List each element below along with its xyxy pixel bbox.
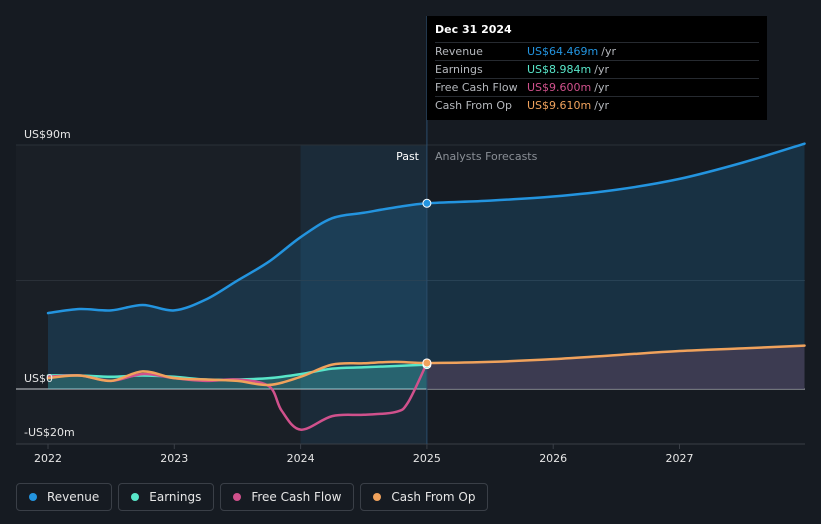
tooltip-value: US$9.600m — [527, 81, 592, 94]
tooltip-label: Revenue — [435, 45, 483, 58]
tooltip-label: Cash From Op — [435, 99, 513, 112]
legend-dot-icon — [131, 493, 140, 501]
tooltip-label: Free Cash Flow — [435, 81, 518, 94]
x-tick-label: 2027 — [666, 452, 694, 465]
forecast-label: Analysts Forecasts — [435, 150, 538, 163]
tooltip-unit: /yr — [601, 45, 616, 58]
y-tick-label: US$90m — [24, 128, 71, 141]
y-tick-label: -US$20m — [24, 426, 75, 439]
x-tick-label: 2024 — [287, 452, 315, 465]
past-label: Past — [396, 150, 420, 163]
area-revenue — [48, 143, 805, 389]
legend-dot-icon — [29, 493, 37, 501]
legend-item-cash-from-op[interactable]: Cash From Op — [360, 483, 489, 511]
legend-label: Cash From Op — [391, 490, 476, 504]
legend-label: Revenue — [47, 490, 100, 504]
x-tick-label: 2023 — [160, 452, 188, 465]
highlight-band — [300, 145, 427, 444]
line-revenue — [46, 142, 806, 315]
marker-cfo — [422, 358, 432, 368]
tooltip-row-revenue: Revenue US$64.469m /yr — [435, 42, 759, 60]
legend-item-revenue[interactable]: Revenue — [16, 483, 113, 511]
tooltip-unit: /yr — [594, 81, 609, 94]
legend: Revenue Earnings Free Cash Flow Cash Fro… — [16, 483, 489, 511]
legend-label: Earnings — [149, 490, 202, 504]
tooltip: Dec 31 2024 Revenue US$64.469m /yr Earni… — [427, 16, 767, 120]
series-areas — [48, 143, 805, 389]
series-lines — [46, 142, 806, 431]
line-cfo — [46, 344, 806, 387]
tooltip-row-earnings: Earnings US$8.984m /yr — [435, 60, 759, 78]
tooltip-unit: /yr — [594, 63, 609, 76]
y-tick-label: US$0 — [24, 372, 53, 385]
y-axis-labels: US$90m US$0 -US$20m — [24, 128, 75, 439]
legend-label: Free Cash Flow — [251, 490, 342, 504]
legend-dot-icon — [373, 493, 382, 501]
marker-points — [422, 198, 432, 370]
tooltip-row-cfo: Cash From Op US$9.610m /yr — [435, 96, 759, 114]
x-tick-label: 2025 — [413, 452, 441, 465]
tooltip-date: Dec 31 2024 — [435, 23, 512, 36]
tooltip-label: Earnings — [435, 63, 483, 76]
tooltip-value: US$64.469m — [527, 45, 599, 58]
x-tick-label: 2026 — [539, 452, 567, 465]
tooltip-value: US$8.984m — [527, 63, 592, 76]
x-axis-ticks: 2022 2023 2024 2025 2026 2027 — [34, 444, 694, 465]
tooltip-value: US$9.610m — [527, 99, 592, 112]
tooltip-row-fcf: Free Cash Flow US$9.600m /yr — [435, 78, 759, 96]
area-forecast — [426, 345, 805, 389]
area-earnings — [48, 364, 427, 389]
marker-revenue — [422, 198, 432, 208]
legend-item-earnings[interactable]: Earnings — [118, 483, 215, 511]
x-tick-label: 2022 — [34, 452, 62, 465]
legend-dot-icon — [233, 493, 242, 501]
tooltip-unit: /yr — [594, 99, 609, 112]
legend-item-free-cash-flow[interactable]: Free Cash Flow — [220, 483, 355, 511]
